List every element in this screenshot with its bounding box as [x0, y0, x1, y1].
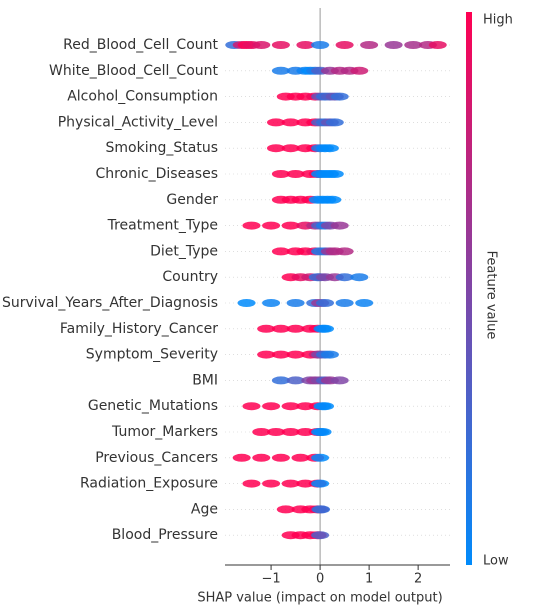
feature-label: Country [162, 269, 218, 285]
shap-point [313, 428, 332, 436]
shap-point [335, 273, 354, 282]
shap-point [242, 479, 261, 488]
shap-point [316, 324, 334, 333]
shap-point [335, 299, 354, 307]
shap-point [262, 479, 281, 488]
shap-point [257, 350, 276, 359]
shap-point [384, 41, 403, 49]
shap-point [355, 299, 374, 307]
shap-point [281, 221, 300, 230]
shap-point [271, 350, 290, 359]
shap-point [325, 170, 344, 178]
plot-area: −1 0 1 2 Red_Blood_Cell_Count White_Blood_Cel… [2, 8, 450, 587]
shap-point [335, 247, 354, 256]
shap-point [316, 402, 334, 411]
shap-point [312, 505, 331, 514]
colorbar [466, 12, 472, 565]
feature-label: Family_History_Cancer [60, 321, 218, 337]
shap-point [266, 118, 285, 127]
feature-label: Chronic_Diseases [96, 166, 218, 182]
shap-point [311, 531, 330, 540]
shap-point [262, 402, 281, 411]
feature-label: Diet_Type [150, 243, 218, 259]
shap-point [281, 402, 300, 411]
feature-label: Blood_Pressure [112, 527, 218, 543]
shap-point [252, 428, 271, 436]
shap-point [323, 195, 342, 204]
shap-point [242, 221, 261, 230]
feature-label: BMI [192, 372, 218, 388]
x-tick-label: −1 [261, 572, 280, 587]
x-tick-label: 0 [316, 572, 324, 587]
feature-label: Red_Blood_Cell_Count [63, 37, 218, 53]
shap-point [286, 376, 305, 385]
shap-point [271, 170, 290, 178]
shap-point [271, 66, 290, 75]
shap-point [320, 144, 339, 153]
shap-point [296, 41, 315, 49]
shap-point [350, 66, 369, 75]
shap-point [237, 299, 256, 307]
x-axis-label: SHAP value (impact on model output) [197, 591, 442, 606]
feature-label: Survival_Years_After_Diagnosis [2, 295, 218, 311]
shap-point [330, 221, 349, 230]
shap-point [330, 376, 349, 385]
shap-point [242, 402, 261, 411]
shap-point [281, 428, 300, 436]
shap-point [266, 428, 285, 436]
shap-point [325, 118, 344, 127]
shap-point [281, 144, 300, 153]
feature-label: Treatment_Type [107, 218, 218, 234]
shap-point [286, 324, 305, 333]
shap-point [404, 41, 423, 49]
shap-point [286, 350, 305, 359]
shap-point [286, 299, 305, 307]
shap-point [335, 41, 354, 49]
feature-label: Smoking_Status [106, 140, 218, 156]
feature-label: Tumor_Markers [111, 424, 218, 440]
shap-point [232, 453, 251, 462]
shap-point [262, 221, 281, 230]
shap-point [276, 505, 295, 514]
shap-point [257, 324, 276, 333]
shap-point [286, 170, 305, 178]
shap-point [428, 41, 447, 49]
x-tick-label: 1 [365, 572, 373, 587]
shap-point [281, 479, 300, 488]
feature-label: Symptom_Severity [86, 347, 218, 363]
colorbar-label: Feature value [484, 251, 499, 340]
shap-point [266, 144, 285, 153]
x-tick-label: 2 [414, 572, 422, 587]
shap-point [311, 479, 330, 488]
feature-label: Radiation_Exposure [80, 476, 218, 492]
shap-point [271, 324, 290, 333]
shap-point [311, 41, 330, 49]
feature-label: Genetic_Mutations [88, 398, 218, 414]
shap-point [291, 453, 310, 462]
shap-point [252, 453, 271, 462]
feature-label: Age [191, 501, 218, 517]
feature-label: White_Blood_Cell_Count [49, 63, 218, 79]
shap-point [271, 453, 290, 462]
feature-label: Previous_Cancers [95, 450, 218, 466]
shap-point [262, 299, 281, 307]
shap-point [271, 376, 290, 385]
shap-point [316, 299, 334, 307]
shap-point [311, 453, 330, 462]
shap-point [252, 41, 271, 49]
colorbar-high: High [483, 13, 513, 28]
shap-point [271, 247, 290, 256]
shap-point [281, 118, 300, 127]
feature-label: Alcohol_Consumption [67, 89, 218, 105]
shap-point [360, 41, 379, 49]
shap-point [330, 92, 349, 101]
feature-label: Physical_Activity_Level [58, 114, 218, 130]
colorbar-low: Low [483, 554, 509, 569]
shap-point [320, 350, 339, 359]
shap-point [350, 273, 369, 282]
feature-label: Gender [166, 192, 218, 208]
shap-point [271, 41, 290, 49]
